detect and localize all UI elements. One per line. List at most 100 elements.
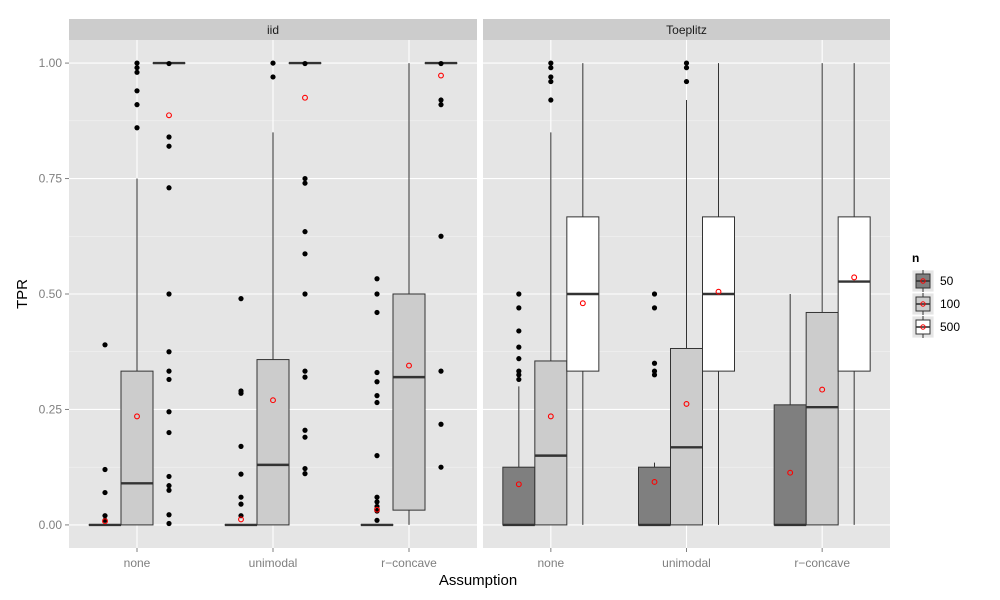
box-iid-2-n500 [424,60,458,470]
box-iid-2-n100 [392,63,426,525]
x-tick-label: none [537,556,564,570]
outlier-point [102,466,108,473]
outlier-point [374,276,380,282]
outlier-point [683,65,690,71]
outlier-point [302,175,308,182]
outlier-point [166,376,172,383]
box-toeplitz-0-n500 [566,63,600,525]
outlier-point [651,291,658,297]
box-iqr [120,370,154,526]
mean-point [651,479,658,485]
outlier-point [270,60,276,66]
outlier-point [374,494,380,500]
box-iid-1-n500 [288,60,322,477]
panel-toeplitz: Toeplitz [483,19,890,548]
outlier-point [516,376,522,383]
panels-layer: iid Toeplitz [69,19,890,548]
outlier-point [134,60,140,66]
legend-entry-500: 500 [911,315,960,339]
outlier-point [302,180,308,186]
box-iqr [392,293,426,511]
box-iid-2-n50 [360,276,394,527]
outlier-point [374,291,380,297]
outlier-point [166,143,172,149]
mean-point [102,518,108,525]
box-iqr [502,466,536,526]
outlier-point [651,368,658,374]
mean-point [406,362,412,369]
outlier-point [134,125,140,131]
outlier-point [374,499,380,505]
outlier-point [166,473,172,480]
mean-point [134,413,140,420]
outlier-point [516,368,522,374]
outlier-point [374,379,380,385]
outlier-point [438,368,444,374]
outlier-point [166,520,172,527]
outlier-point [516,372,522,378]
outlier-point [238,501,244,507]
outlier-point [651,305,658,311]
outlier-point [166,185,172,191]
outlier-point [516,291,522,297]
outlier-point [270,74,276,80]
mean-point [515,481,522,488]
outlier-point [374,369,380,376]
outlier-point [166,409,172,415]
outlier-point [166,483,172,489]
mean-point [819,386,826,393]
outlier-point [548,97,554,103]
outlier-point [438,233,444,239]
legend-title: n [912,251,919,265]
outlier-point [651,372,658,378]
outlier-point [302,465,308,472]
outlier-point [516,356,522,362]
y-tick-label: 0.25 [39,402,63,416]
outlier-point [374,393,380,399]
box-iqr [773,404,807,526]
legend-key-mean [920,324,926,330]
y-tick-label: 0.00 [39,518,63,532]
facet-strip-label: iid [267,23,279,37]
outlier-point [302,291,308,297]
box-iqr [534,360,568,526]
outlier-point [374,508,380,514]
outlier-point [302,368,308,374]
outlier-point [134,69,140,75]
box-toeplitz-2-n50 [773,294,807,527]
box-iqr [805,311,839,526]
box-iqr [638,466,671,526]
outlier-point [166,512,172,518]
x-tick-label: r−concave [794,556,850,570]
mean-point [270,397,276,404]
outlier-point [302,229,308,235]
y-tick-label: 0.75 [39,172,63,186]
outlier-point [302,60,308,67]
legend-entry-100: 100 [911,292,960,316]
y-tick-label: 1.00 [39,56,63,70]
outlier-point [516,305,522,311]
outlier-point [374,517,380,523]
outlier-point [374,399,380,406]
mean-point [302,94,308,101]
box-toeplitz-1-n500 [702,63,735,525]
mean-point [579,300,586,307]
outlier-point [548,74,554,80]
legend-key-mean [920,278,926,284]
outlier-point [302,374,308,380]
outlier-point [438,97,444,103]
outlier-point [166,349,172,355]
outlier-point [102,489,108,496]
outlier-point [548,60,554,66]
outlier-point [302,434,308,440]
facet-strip [69,19,477,40]
legend-label: 500 [940,320,960,334]
facet-strip-label: Toeplitz [666,23,707,37]
outlier-point [302,251,308,257]
y-axis-title: TPR [14,279,31,309]
outlier-point [438,102,444,108]
outlier-point [438,421,444,427]
outlier-point [166,134,172,140]
outlier-point [166,291,172,297]
